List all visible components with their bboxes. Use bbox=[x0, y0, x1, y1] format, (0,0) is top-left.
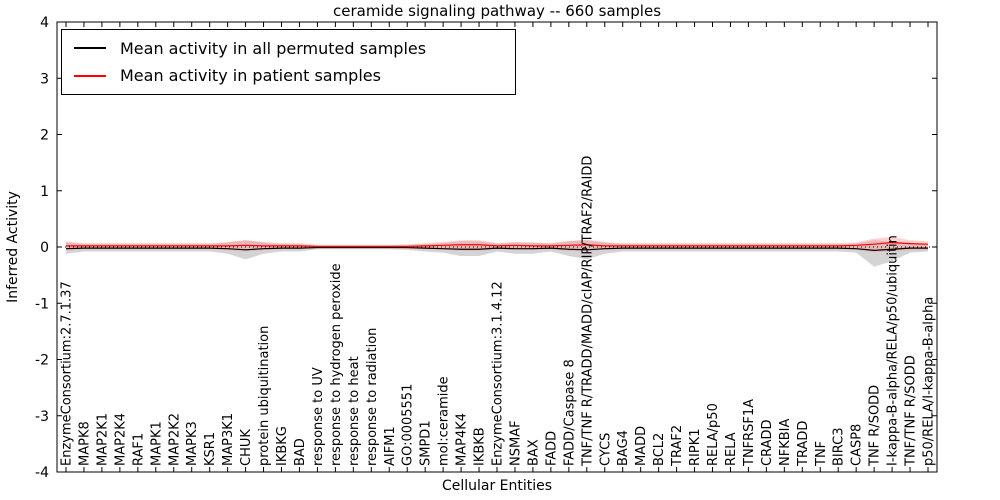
x-tick-label: TNF R/SODD bbox=[868, 385, 883, 467]
x-tick-label: MAPK8 bbox=[77, 421, 92, 466]
x-tick-label: response to hydrogen peroxide bbox=[329, 263, 344, 466]
x-tick-label: CASP8 bbox=[850, 424, 865, 466]
y-tick-label: -4 bbox=[35, 465, 49, 481]
chart-title: ceramide signaling pathway -- 660 sample… bbox=[332, 2, 662, 20]
y-tick-label: -2 bbox=[35, 353, 49, 369]
y-tick-label: 1 bbox=[40, 184, 49, 200]
x-tick-label: p50/RELA/I-kappa-B-alpha bbox=[922, 297, 937, 466]
y-tick-label: 0 bbox=[40, 240, 49, 256]
x-tick-label: NSMAF bbox=[508, 420, 523, 466]
legend-line-patient-swatch bbox=[74, 74, 106, 77]
x-tick-label: NFKBIA bbox=[778, 419, 793, 466]
x-tick-label: KSR1 bbox=[203, 432, 218, 466]
legend-label-permuted: Mean activity in all permuted samples bbox=[120, 38, 427, 58]
x-tick-label: FADD bbox=[544, 431, 559, 466]
x-tick-label: MAP2K1 bbox=[95, 413, 110, 466]
x-tick-label: MAP2K4 bbox=[113, 413, 128, 466]
y-tick-label: 4 bbox=[40, 15, 49, 31]
x-axis-label: Cellular Entities bbox=[441, 478, 553, 494]
x-tick-label: FADD/Caspase 8 bbox=[562, 359, 577, 466]
x-tick-label: I-kappa-B-alpha/RELA/p50/ubiquitin bbox=[886, 235, 901, 466]
x-tick-label: TNF bbox=[814, 441, 829, 467]
x-tick-label: TNF/TNF R/TRADD/MADD/cIAP/RIP/TRAF2/RAID… bbox=[580, 156, 595, 467]
x-tick-label: EnzymeConsortium:2.7.1.37 bbox=[60, 281, 75, 466]
legend-label-patient: Mean activity in patient samples bbox=[120, 66, 381, 86]
x-tick-label: CHUK bbox=[239, 429, 254, 466]
series-line-patient bbox=[66, 241, 929, 248]
y-axis-label: Inferred Activity bbox=[5, 191, 21, 303]
y-tick-label: 3 bbox=[40, 71, 49, 87]
x-tick-label: IKBKG bbox=[275, 426, 290, 466]
x-tick-label: MADD bbox=[634, 426, 649, 466]
series-line-permuted bbox=[65, 246, 928, 251]
x-tick-label: TRAF2 bbox=[670, 425, 685, 467]
x-tick-label: BAD bbox=[293, 438, 308, 466]
x-tick-label: MAP4K4 bbox=[455, 413, 470, 466]
plot-border bbox=[56, 21, 938, 473]
y-tick-label: 2 bbox=[40, 128, 49, 144]
x-tick-label: TNF/TNF R/SODD bbox=[904, 355, 919, 467]
legend-line-permuted-swatch bbox=[74, 47, 106, 50]
legend: Mean activity in all permuted samples Me… bbox=[61, 29, 516, 95]
x-tick-label: mol:ceramide bbox=[437, 376, 452, 466]
x-tick-label: RELA/p50 bbox=[706, 403, 721, 466]
x-tick-label: CYCS bbox=[598, 433, 613, 466]
x-tick-label: RIPK1 bbox=[688, 428, 703, 466]
x-tick-label: response to radiation bbox=[365, 328, 380, 466]
x-tick-label: GO:0005551 bbox=[401, 384, 416, 466]
x-tick-label: MAPK1 bbox=[149, 421, 164, 466]
x-tick-label: BIRC3 bbox=[832, 428, 847, 467]
x-tick-label: CRADD bbox=[760, 420, 775, 467]
x-tick-label: response to heat bbox=[347, 356, 362, 466]
x-tick-label: protein ubiquitination bbox=[257, 326, 272, 466]
x-tick-label: TNFRSF1A bbox=[742, 399, 757, 467]
x-tick-label: TRADD bbox=[796, 421, 811, 467]
x-tick-label: BCL2 bbox=[652, 433, 667, 466]
x-tick-label: BAX bbox=[526, 439, 541, 466]
x-tick-label: AIFM1 bbox=[383, 426, 398, 466]
x-tick-label: response to UV bbox=[311, 367, 326, 466]
y-tick-label: -1 bbox=[35, 296, 49, 312]
x-tick-label: MAP3K1 bbox=[221, 413, 236, 466]
x-tick-label: IKBKB bbox=[473, 427, 488, 466]
x-tick-label: MAPK3 bbox=[185, 421, 200, 466]
x-tick-label: RELA bbox=[724, 432, 739, 466]
x-tick-label: RAF1 bbox=[131, 433, 146, 466]
legend-item-permuted: Mean activity in all permuted samples bbox=[74, 39, 515, 58]
y-tick-label: -3 bbox=[35, 409, 49, 425]
x-tick-label: SMPD1 bbox=[419, 420, 434, 466]
x-tick-label: BAG4 bbox=[616, 430, 631, 466]
legend-item-patient: Mean activity in patient samples bbox=[74, 66, 515, 85]
x-tick-label: MAP2K2 bbox=[167, 413, 182, 466]
x-tick-label: EnzymeConsortium:3.1.4.12 bbox=[491, 281, 506, 466]
